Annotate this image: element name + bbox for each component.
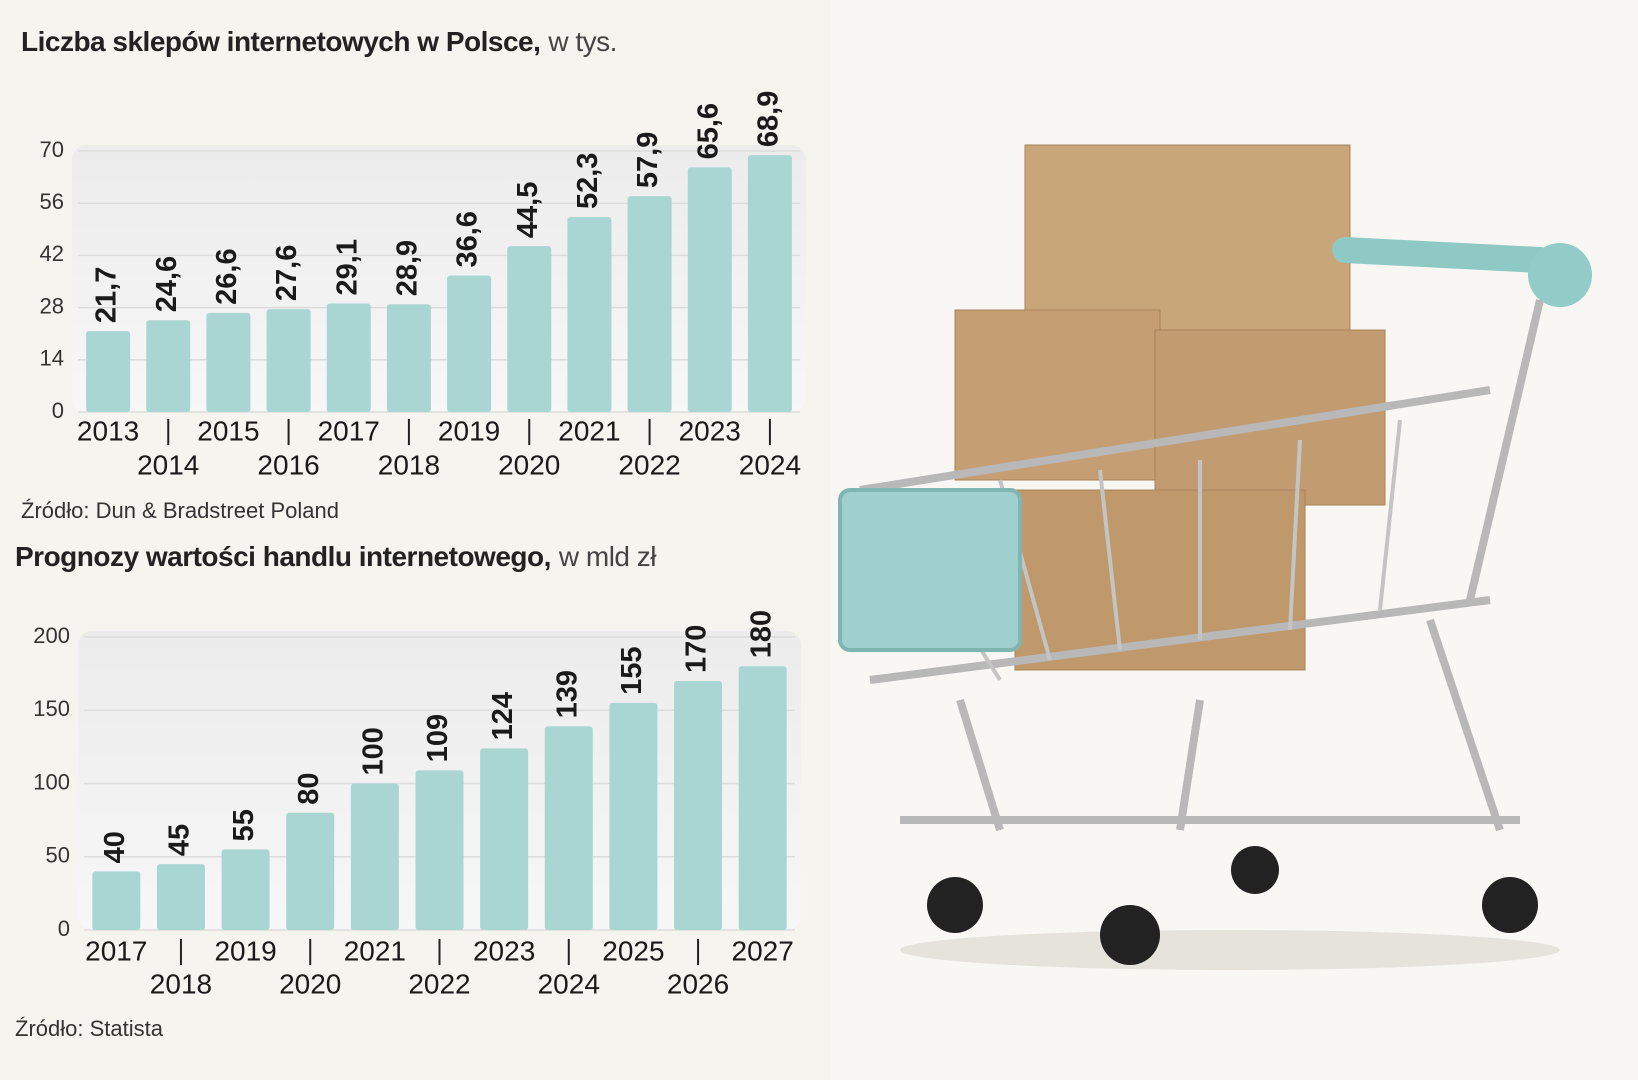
value-label: 109 [422, 714, 454, 762]
bar [567, 216, 612, 412]
x-tick-label: 2020 [498, 449, 560, 480]
value-label: 80 [293, 773, 325, 805]
value-label: 40 [99, 831, 131, 863]
value-label: 124 [487, 692, 519, 740]
chart-title: Prognozy wartości handlu internetowego, w… [15, 541, 657, 572]
bar [738, 666, 787, 930]
y-tick-label: 56 [40, 189, 64, 214]
x-tick-label: 2025 [602, 935, 664, 966]
x-tick-label: 2014 [137, 449, 199, 480]
value-label: 170 [681, 625, 713, 673]
bar [687, 167, 732, 412]
bar [480, 748, 529, 930]
y-tick-label: 14 [40, 346, 64, 371]
y-tick-label: 100 [33, 769, 70, 794]
bar [86, 331, 131, 412]
value-label: 180 [745, 610, 777, 658]
y-tick-label: 50 [46, 843, 70, 868]
x-tick-label: 2020 [279, 968, 341, 999]
x-tick-label: 2013 [77, 415, 139, 446]
x-tick-label: 2024 [739, 449, 801, 480]
bar [266, 309, 311, 412]
unit-text: w mld zł [558, 541, 657, 572]
value-label: 155 [616, 647, 648, 695]
bar [544, 726, 593, 930]
x-tick-label: 2017 [85, 935, 147, 966]
bar [415, 770, 464, 930]
x-tick-label: 2019 [214, 935, 276, 966]
y-tick-label: 70 [40, 137, 64, 162]
bar [350, 783, 399, 930]
x-tick-label: 2018 [150, 968, 212, 999]
title-text: Prognozy wartości handlu internetowego, [15, 541, 551, 572]
value-label: 68,9 [753, 91, 785, 147]
value-label: 55 [228, 809, 260, 841]
cart-illustration [838, 144, 1592, 970]
value-label: 29,1 [331, 239, 363, 295]
x-tick-label: 2015 [197, 415, 259, 446]
x-tick-label: 2021 [344, 935, 406, 966]
y-tick-label: 0 [52, 398, 64, 423]
x-tick-label: 2023 [473, 935, 535, 966]
bar [92, 871, 141, 930]
x-tick-label: 2018 [378, 449, 440, 480]
value-label: 44,5 [512, 182, 544, 238]
x-tick-label: 2017 [318, 415, 380, 446]
value-label: 28,9 [392, 240, 424, 296]
value-label: 24,6 [151, 256, 183, 312]
value-label: 45 [164, 824, 196, 856]
bar [326, 303, 371, 412]
y-tick-label: 42 [40, 241, 64, 266]
bar [146, 320, 191, 412]
bar [507, 246, 552, 412]
x-tick-label: 2026 [667, 968, 729, 999]
bar [221, 849, 270, 930]
x-tick-label: 2024 [538, 968, 600, 999]
chart-title: Liczba sklepów internetowych w Polsce, w … [21, 26, 617, 57]
y-tick-label: 150 [33, 696, 70, 721]
unit-text: w tys. [547, 26, 617, 57]
x-tick-label: 2021 [558, 415, 620, 446]
y-tick-label: 28 [40, 293, 64, 318]
value-label: 65,6 [692, 103, 724, 159]
value-label: 21,7 [91, 267, 123, 323]
bar [747, 155, 792, 412]
x-tick-label: 2016 [257, 449, 319, 480]
plot-panel [72, 145, 806, 412]
x-tick-label: 2023 [679, 415, 741, 446]
x-tick-label: 2022 [408, 968, 470, 999]
x-tick-label: 2019 [438, 415, 500, 446]
value-label: 57,9 [632, 132, 664, 188]
x-tick-label: 2022 [618, 449, 680, 480]
y-tick-label: 0 [58, 916, 70, 941]
value-label: 27,6 [271, 245, 303, 301]
value-label: 26,6 [211, 248, 243, 304]
bar [206, 312, 251, 412]
title-text: Liczba sklepów internetowych w Polsce, [21, 26, 540, 57]
source: Źródło: Dun & Bradstreet Poland [21, 498, 339, 523]
value-label: 100 [358, 727, 390, 775]
bar [386, 304, 431, 412]
bar [447, 275, 492, 412]
bar [286, 812, 335, 930]
value-label: 139 [551, 670, 583, 718]
bar [674, 680, 723, 930]
source: Źródło: Statista [15, 1016, 164, 1041]
value-label: 36,6 [452, 211, 484, 267]
value-label: 52,3 [572, 153, 604, 209]
y-tick-label: 200 [33, 623, 70, 648]
bar [609, 702, 658, 930]
bar [156, 864, 205, 930]
bar [627, 196, 672, 412]
x-tick-label: 2027 [732, 935, 794, 966]
